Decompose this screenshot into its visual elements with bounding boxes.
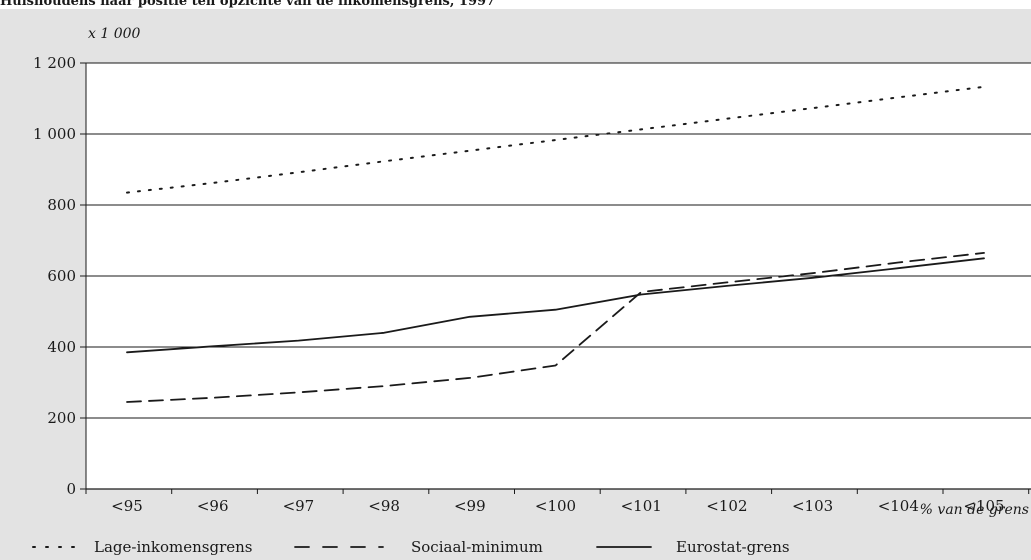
y-tick-label: 800 (47, 196, 76, 214)
x-tick-label: <103 (792, 497, 833, 515)
x-tick-label: <98 (368, 497, 400, 515)
x-tick-label: <104 (878, 497, 919, 515)
gridlines (86, 62, 1031, 419)
x-axis-unit-label: % van de grens (920, 502, 1029, 518)
x-tick-label: <95 (111, 497, 143, 515)
x-tick-label: <102 (706, 497, 747, 515)
legend-label: Sociaal-minimum (411, 538, 543, 556)
axes (80, 62, 1031, 494)
y-axis-unit-label: x 1 000 (88, 26, 141, 42)
y-tick-label: 0 (66, 480, 76, 498)
x-tick-label: <100 (535, 497, 576, 515)
x-tick-label: <101 (621, 497, 662, 515)
x-tick-labels: <95 <96 <97 <98 <99 <100 <101 <102 <103 <104 <105 (111, 497, 1004, 515)
series-line-eurostat-grens (126, 257, 985, 354)
legend: Lage-inkomensgrens Sociaal-minimum Eurosta… (32, 538, 790, 556)
y-tick-label: 1 000 (33, 125, 76, 143)
legend-label: Lage-inkomensgrens (94, 538, 253, 556)
chart-title: Huishoudens naar positie ten opzichte va… (0, 0, 496, 9)
series-line-sociaal-minimum (126, 251, 985, 403)
x-tick-label: <97 (283, 497, 315, 515)
y-tick-labels: 0 200 400 600 800 1 000 1 200 (33, 54, 76, 498)
y-tick-label: 1 200 (33, 54, 76, 72)
series-line-lage-inkomensgrens (126, 85, 985, 194)
y-tick-label: 600 (47, 267, 76, 285)
y-tick-label: 200 (47, 409, 76, 427)
x-tick-label: <96 (197, 497, 229, 515)
x-tick-label: <105 (963, 497, 1004, 515)
legend-label: Eurostat-grens (676, 538, 790, 556)
series-lines (126, 85, 985, 403)
y-tick-label: 400 (47, 338, 76, 356)
x-tick-label: <99 (454, 497, 486, 515)
